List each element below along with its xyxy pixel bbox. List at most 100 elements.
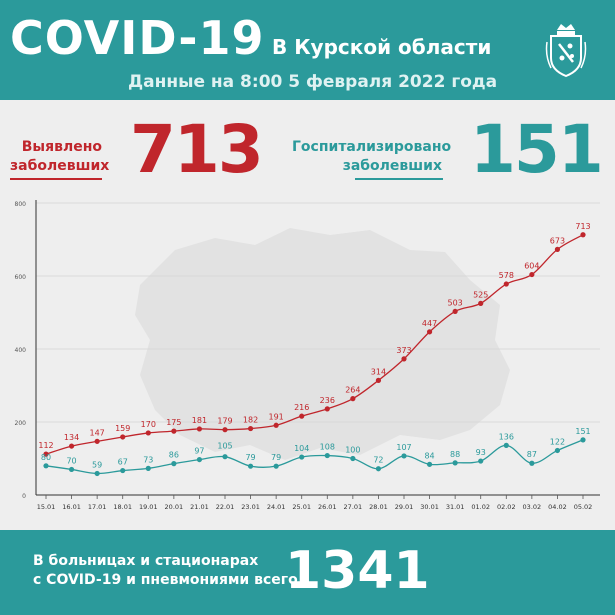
data-label: 447	[422, 319, 437, 328]
data-label: 88	[450, 450, 460, 459]
x-tick-label: 18.01	[113, 503, 132, 511]
hospitalized-value: 151	[470, 111, 604, 188]
data-point	[299, 454, 305, 460]
x-tick-label: 22.01	[216, 503, 235, 511]
data-label: 122	[550, 437, 565, 446]
data-label: 87	[527, 450, 537, 459]
y-tick-label: 800	[15, 201, 27, 208]
region-map-shape	[135, 228, 510, 460]
x-tick-label: 17.01	[88, 503, 107, 511]
data-label: 107	[396, 443, 411, 452]
data-point	[171, 461, 177, 467]
data-label: 159	[115, 424, 130, 433]
chart-axes: 0 200 400 600 800 15.01 16.01 17.01 18.01 19.01 20…	[15, 200, 600, 511]
x-tick-label: 04.02	[548, 503, 567, 511]
data-point	[503, 442, 509, 448]
data-label: 170	[141, 420, 156, 429]
data-point	[273, 463, 279, 469]
data-label: 72	[373, 456, 383, 465]
data-point	[145, 430, 151, 436]
data-point	[94, 438, 100, 444]
footer-text: В больницах и стационарах с COVID-19 и п…	[33, 553, 298, 588]
data-point	[247, 425, 254, 432]
data-label: 264	[345, 386, 360, 395]
data-label: 86	[169, 451, 179, 460]
x-tick-label: 05.02	[574, 503, 593, 511]
data-label: 80	[41, 453, 51, 462]
data-date: Данные на 8:00 5 февраля 2022 года	[128, 72, 498, 92]
x-tick-label: 16.01	[62, 503, 81, 511]
data-label: 216	[294, 403, 309, 412]
data-point	[529, 271, 535, 278]
footer-value: 1341	[285, 541, 430, 601]
data-label: 84	[424, 451, 434, 460]
data-point	[452, 460, 458, 466]
series-line	[45, 439, 584, 475]
data-label: 70	[66, 456, 76, 465]
data-label: 73	[143, 455, 153, 464]
x-tick-label: 01.02	[471, 503, 490, 511]
x-tick-label: 20.01	[165, 503, 184, 511]
x-tick-label: 21.01	[190, 503, 209, 511]
data-point	[299, 413, 305, 419]
data-label: 236	[320, 396, 335, 405]
data-label: 93	[476, 448, 486, 457]
data-label: 525	[473, 290, 488, 299]
data-label: 151	[575, 427, 590, 436]
data-point	[350, 396, 356, 402]
detected-value: 713	[130, 111, 264, 188]
y-tick-label: 400	[15, 347, 27, 354]
x-tick-label: 28.01	[369, 503, 388, 511]
data-label: 673	[550, 236, 565, 245]
data-point	[68, 443, 75, 449]
y-tick-label: 200	[15, 420, 27, 427]
data-point	[375, 377, 382, 383]
data-point	[401, 453, 407, 459]
detected-underline	[10, 178, 102, 180]
data-point	[375, 466, 382, 472]
data-point	[580, 437, 586, 443]
x-tick-label: 29.01	[395, 503, 414, 511]
data-label: 134	[64, 433, 79, 442]
data-label: 181	[192, 416, 207, 425]
data-point	[478, 458, 484, 464]
data-point	[196, 426, 203, 432]
y-tick-label: 0	[22, 493, 26, 500]
chart-series: 112 134 147 159 170 175 181 179 182 191 216 236 264 3…	[38, 222, 591, 477]
data-point	[350, 455, 356, 462]
data-point	[426, 461, 433, 467]
series-line	[45, 234, 584, 455]
x-tick-label: 02.02	[497, 503, 516, 511]
x-tick-label: 15.01	[37, 503, 56, 511]
data-point	[324, 452, 330, 459]
data-point	[222, 427, 228, 433]
data-point	[43, 463, 49, 469]
x-tick-label: 03.02	[523, 503, 542, 511]
data-label: 604	[524, 262, 539, 271]
data-point	[43, 451, 49, 457]
data-point	[94, 470, 100, 477]
footer: В больницах и стационарах с COVID-19 и п…	[0, 530, 615, 615]
data-label: 713	[575, 222, 590, 231]
data-label: 108	[320, 443, 335, 452]
data-point	[580, 232, 586, 238]
data-point	[529, 460, 535, 466]
data-label: 112	[38, 441, 53, 450]
data-point	[196, 456, 203, 463]
line-chart: 0 200 400 600 800 15.01 16.01 17.01 18.01 19.01 20…	[15, 200, 600, 511]
data-label: 59	[92, 460, 102, 469]
data-label: 79	[271, 453, 281, 462]
data-label: 147	[90, 428, 105, 437]
data-point	[171, 428, 177, 434]
x-tick-label: 31.01	[446, 503, 465, 511]
data-label: 67	[118, 458, 128, 467]
data-point	[145, 465, 151, 471]
hospitalized-label: Госпитализировано заболевших	[292, 139, 452, 174]
data-label: 100	[345, 446, 360, 455]
data-point	[273, 422, 279, 428]
data-label: 578	[499, 271, 514, 280]
x-tick-label: 19.01	[139, 503, 158, 511]
data-label: 179	[217, 417, 232, 426]
data-label: 503	[448, 298, 463, 307]
data-point	[452, 308, 458, 315]
